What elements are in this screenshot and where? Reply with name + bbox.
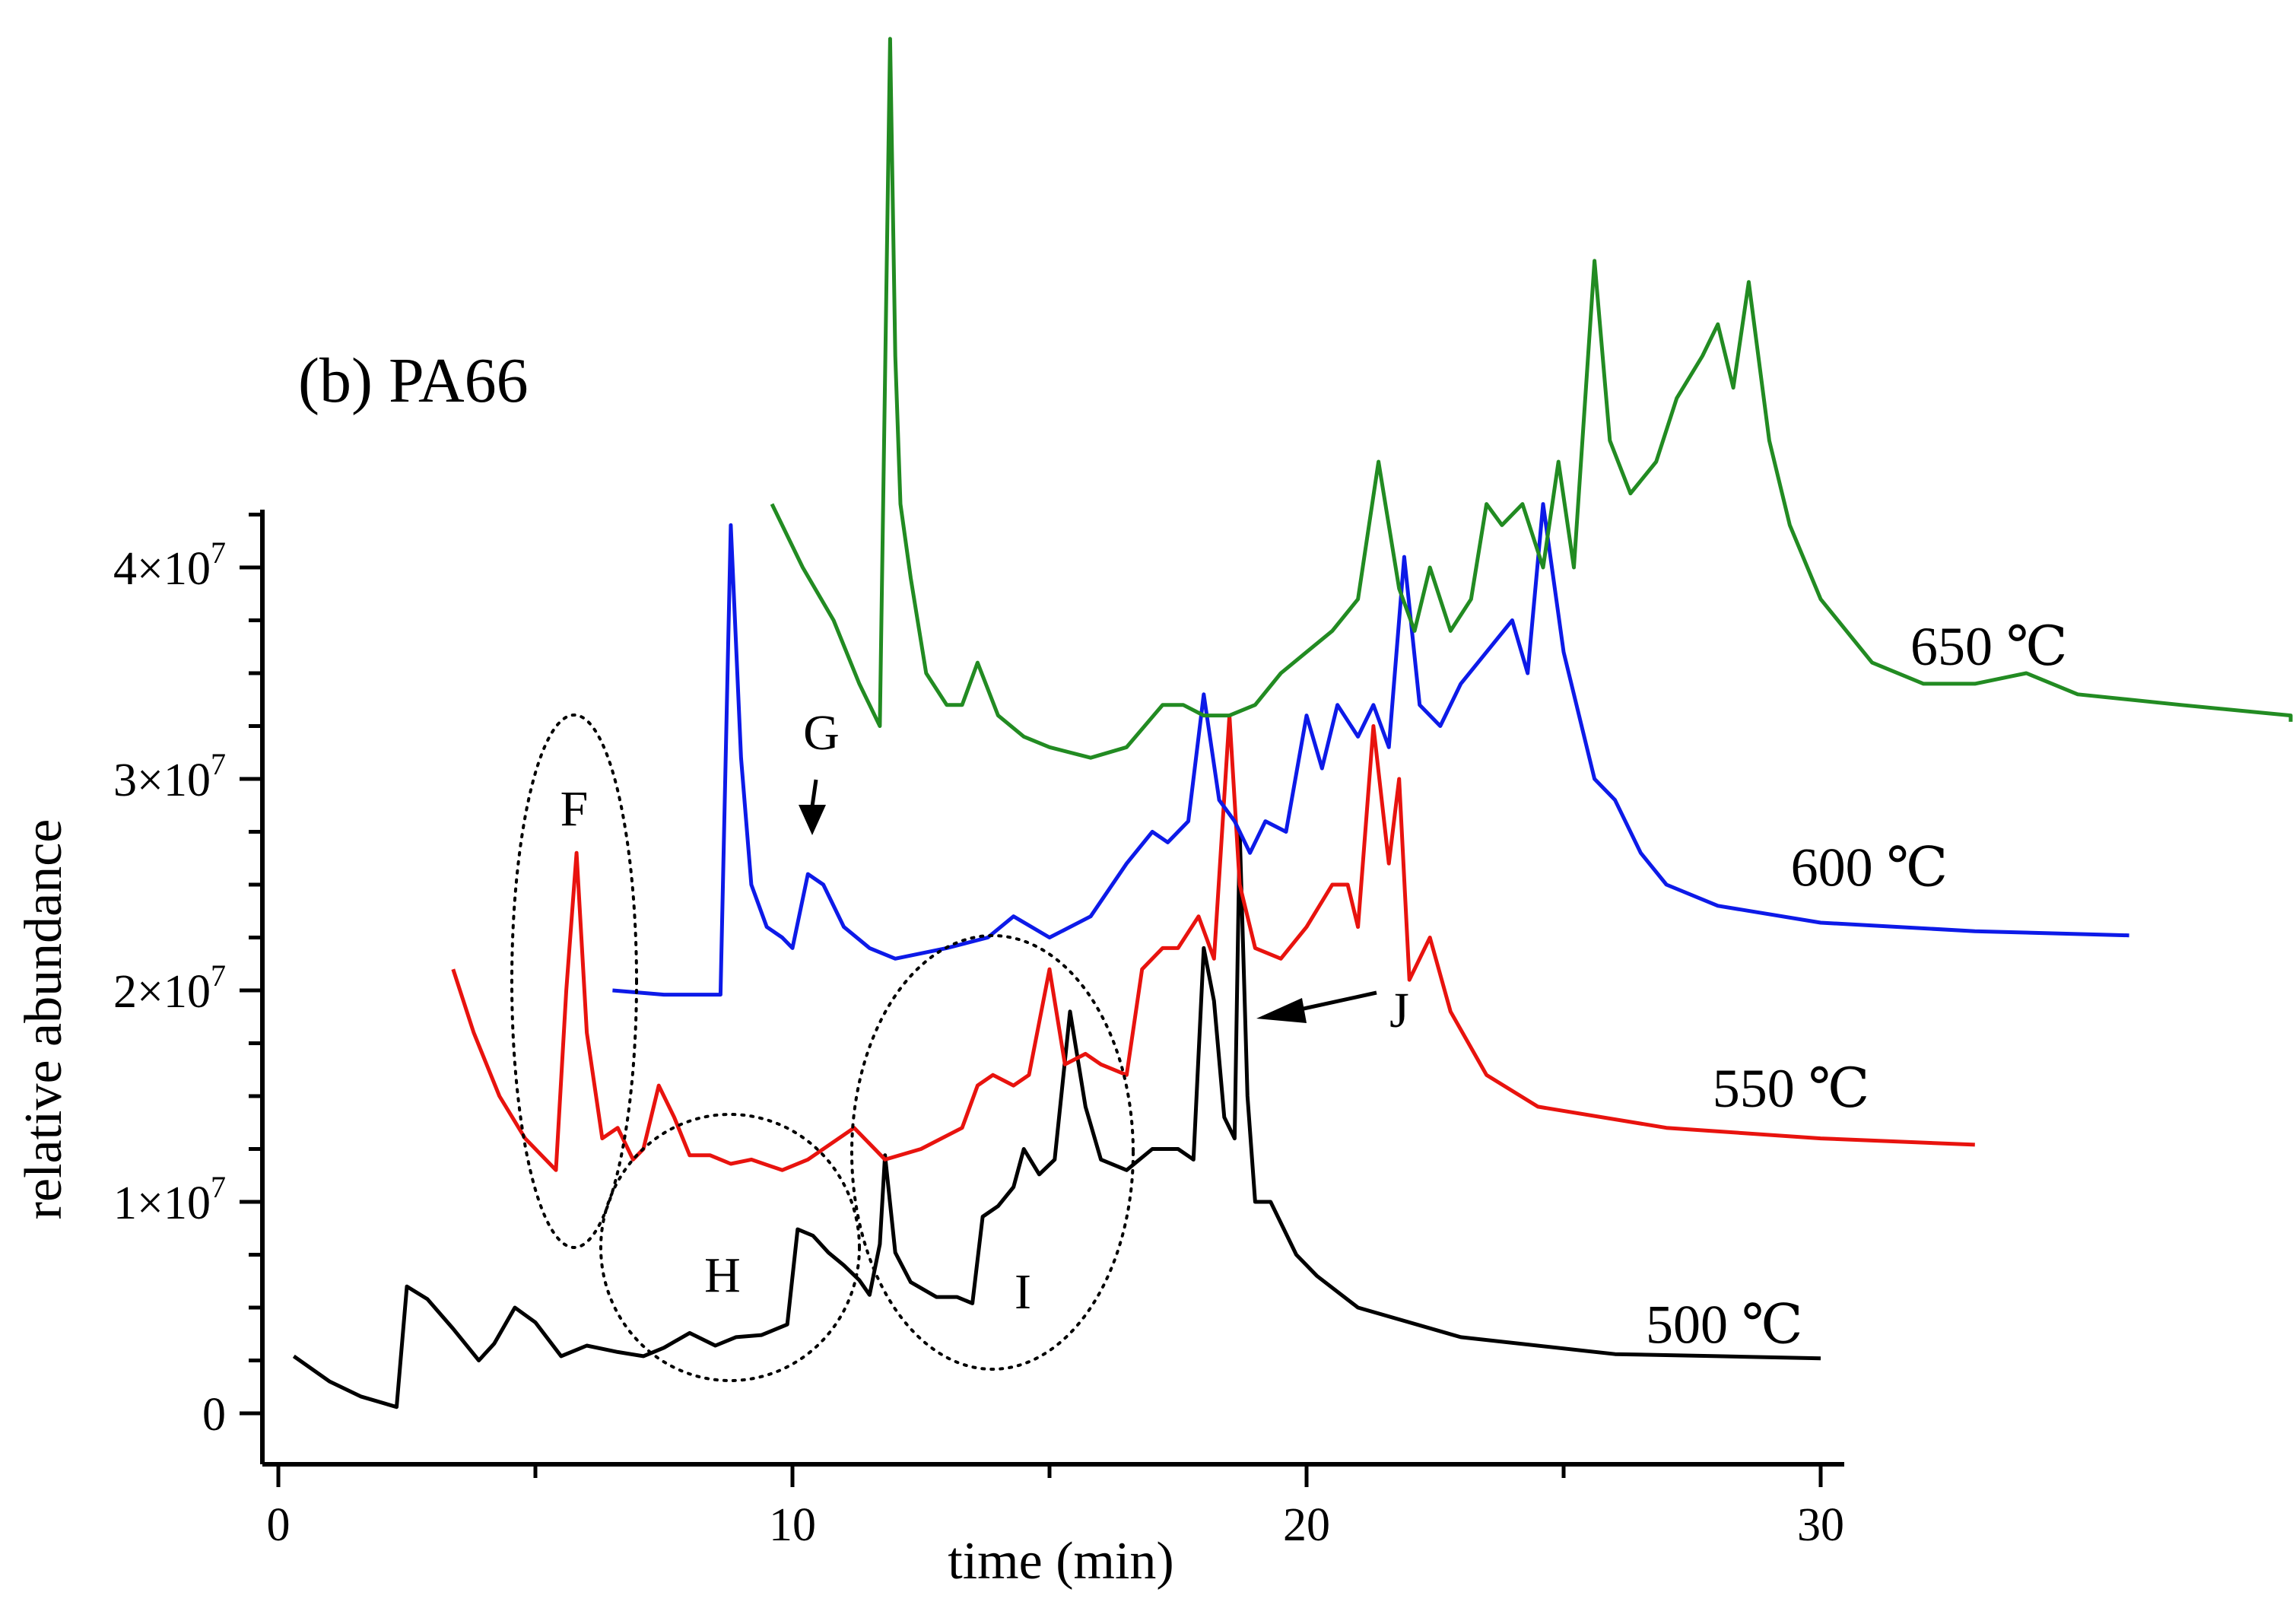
ellipse-H [599, 1113, 861, 1382]
y-tick-label: 1×107 [113, 1170, 226, 1229]
chart-title: (b) PA66 [298, 345, 529, 416]
series-label-1: 500 ℃ [1646, 1295, 1803, 1356]
ellipse-F [510, 714, 638, 1249]
annotation-I: I [1015, 1264, 1031, 1320]
y-axis-title: relative abundance [14, 819, 73, 1220]
series-label-3: 600 ℃ [1791, 837, 1948, 898]
annotation-G: G [803, 705, 840, 761]
annotation-layer: F G H I J [510, 705, 1409, 1382]
ellipse-I [850, 934, 1135, 1371]
y-tick-label: 0 [202, 1389, 226, 1441]
arrow-G-shaft [810, 779, 818, 807]
annotation-F: F [561, 781, 589, 837]
axes-layer: 0 10 20 30 0 1×107 2×107 3×107 4×107 [113, 510, 1844, 1551]
annotation-H: H [704, 1247, 741, 1303]
x-tick-label: 30 [1797, 1499, 1844, 1551]
x-axis-title: time (min) [948, 1532, 1173, 1591]
annotation-J: J [1389, 983, 1409, 1038]
series-label-4: 650 ℃ [1910, 616, 2068, 677]
y-tick-label: 3×107 [113, 747, 226, 806]
arrow-J-shaft [1296, 990, 1377, 1012]
arrow-J-head [1256, 998, 1307, 1023]
x-tick-label: 0 [267, 1499, 291, 1551]
series-line-2 [451, 714, 1975, 1172]
series-label-2: 550 ℃ [1713, 1058, 1870, 1119]
series-line-1 [292, 830, 1821, 1410]
series-line-4 [770, 37, 2293, 760]
series-layer: 500 ℃ 550 ℃ 600 ℃ 650 ℃ [292, 37, 2293, 1410]
x-tick-label: 20 [1283, 1499, 1330, 1551]
y-tick-label: 2×107 [113, 958, 226, 1018]
y-tick-label: 4×107 [113, 536, 226, 595]
series-line-3 [612, 502, 2129, 997]
x-tick-label: 10 [769, 1499, 816, 1551]
arrow-G-head [799, 805, 826, 835]
